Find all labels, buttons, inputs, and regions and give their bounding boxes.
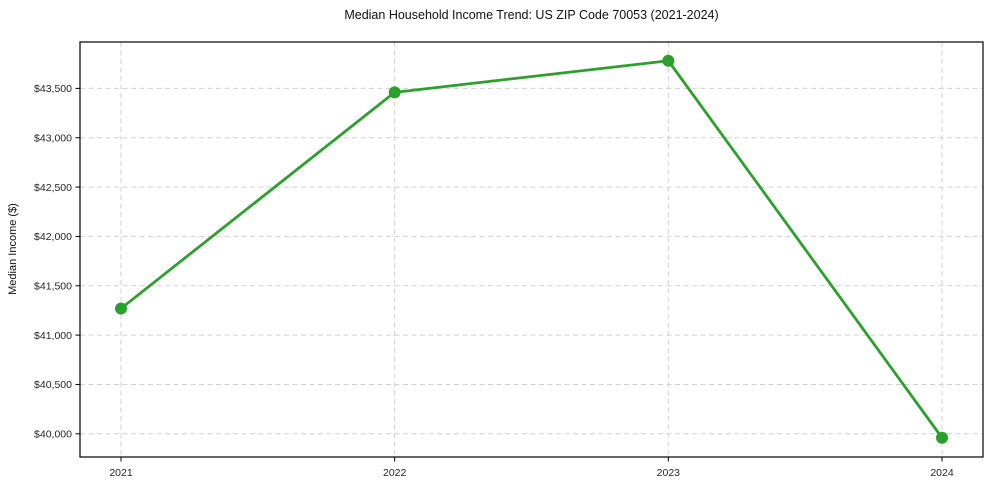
x-tick-label: 2024 [930,467,954,479]
axes-spines [79,41,984,458]
data-point-2022 [388,86,401,99]
data-point-2024 [936,431,948,444]
x-tick-label: 2023 [657,467,681,479]
y-tick-label: $41,000 [34,330,72,342]
y-tick-label: $43,000 [34,132,72,144]
income-trend-line [119,59,944,440]
y-tick-label: $40,000 [34,429,72,441]
y-tick-label: $42,500 [34,182,72,194]
chart-title: Median Household Income Trend: US ZIP Co… [344,8,719,22]
y-tick-label: $42,000 [34,231,72,243]
x-tick-label: 2022 [383,467,407,479]
y-tick-label: $41,500 [34,280,72,292]
x-tick-label: 2021 [109,467,133,479]
data-point-2023 [662,54,675,67]
data-point-2021 [115,302,127,315]
y-tick-label: $43,500 [34,83,72,95]
y-tick-label: $40,500 [34,379,72,391]
